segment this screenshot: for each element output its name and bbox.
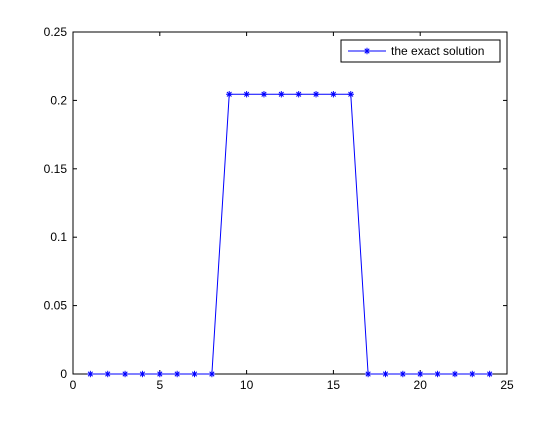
series-0-point-5 — [173, 370, 181, 378]
series-0-point-14 — [330, 91, 337, 98]
legend-marker-asterisk — [363, 47, 371, 55]
y-tick-label-0: 0 — [60, 367, 67, 381]
legend-marker-glyph — [363, 47, 371, 55]
series-0-point-22-stroke-3 — [469, 371, 475, 377]
series-0-point-19 — [417, 370, 424, 378]
series-0-point-7 — [208, 370, 216, 378]
plot-area-frame — [72, 31, 508, 375]
y-tick-label-3: 0.15 — [44, 162, 68, 176]
x-tick-label-4: 20 — [414, 378, 428, 392]
legend-box — [340, 39, 501, 63]
series-0-point-13-stroke-3 — [313, 91, 319, 97]
series-0-point-4 — [156, 370, 163, 378]
series-0-point-17 — [382, 370, 389, 378]
series-0-point-6-stroke-3 — [191, 371, 198, 377]
series-0-point-0-stroke-3 — [87, 371, 93, 377]
y-tick-label-1: 0.05 — [44, 299, 68, 313]
series-0-point-21-stroke-3 — [452, 371, 458, 377]
series-0-point-1-stroke-3 — [105, 371, 111, 377]
series-0-point-12 — [295, 91, 302, 98]
legend-entry-label: the exact solution — [391, 44, 484, 58]
x-tick-label-1: 5 — [156, 378, 163, 392]
series-0-point-23-stroke-3 — [487, 371, 493, 377]
data-layer — [87, 91, 493, 378]
y-tick-label-4: 0.2 — [50, 93, 67, 107]
series-0-point-22 — [469, 370, 476, 378]
series-0-point-18 — [399, 370, 407, 378]
series-0-point-17-stroke-3 — [382, 371, 389, 377]
series-0-point-16 — [364, 370, 372, 378]
series-0-point-20 — [434, 370, 441, 378]
series-0-point-10 — [260, 91, 268, 98]
series-0-point-8 — [226, 91, 233, 98]
legend-marker-glyph-stroke-3 — [364, 48, 370, 54]
series-0-point-3 — [139, 370, 146, 378]
series-0-point-19-stroke-3 — [417, 371, 423, 377]
series-0-point-2 — [121, 370, 129, 378]
legend: the exact solution — [340, 39, 501, 63]
series-0-point-1 — [104, 370, 111, 378]
series-0-point-14-stroke-3 — [330, 91, 337, 97]
y-tick-label-5: 0.25 — [44, 25, 68, 39]
series-0-point-3-stroke-3 — [139, 371, 146, 377]
series-0-point-18-stroke-3 — [400, 371, 406, 377]
series-0-point-6 — [191, 370, 198, 378]
series-0-point-16-stroke-3 — [365, 371, 371, 377]
y-tick-label-2: 0.1 — [50, 230, 67, 244]
series-0-point-4-stroke-3 — [157, 371, 163, 377]
series-0-point-15-stroke-3 — [348, 91, 354, 97]
series-0-point-0 — [87, 370, 94, 378]
series-0-point-12-stroke-3 — [296, 91, 302, 97]
series-0-point-13 — [312, 91, 320, 98]
x-tick-label-2: 10 — [240, 378, 254, 392]
x-tick-label-3: 15 — [327, 378, 341, 392]
axes-layer: 0 5 10 15 20 25 0 0.05 0.1 0.15 0.2 0.25 — [44, 25, 514, 392]
series-0-point-5-stroke-3 — [174, 371, 180, 377]
series-0-point-7-stroke-3 — [209, 371, 215, 377]
series-0-point-8-stroke-3 — [226, 91, 232, 97]
series-0-point-9 — [243, 91, 250, 98]
series-0-point-11 — [278, 91, 285, 98]
series-0-point-20-stroke-3 — [434, 371, 441, 377]
series-0-point-10-stroke-3 — [261, 91, 267, 97]
series-0-point-21 — [451, 370, 459, 378]
series-0-point-15 — [347, 91, 354, 98]
series-0-point-11-stroke-3 — [278, 91, 284, 97]
x-tick-label-0: 0 — [70, 378, 77, 392]
series-0-point-23 — [486, 370, 493, 378]
series-0-point-2-stroke-3 — [122, 371, 128, 377]
x-tick-label-5: 25 — [500, 378, 514, 392]
series-0-point-9-stroke-3 — [243, 91, 250, 97]
